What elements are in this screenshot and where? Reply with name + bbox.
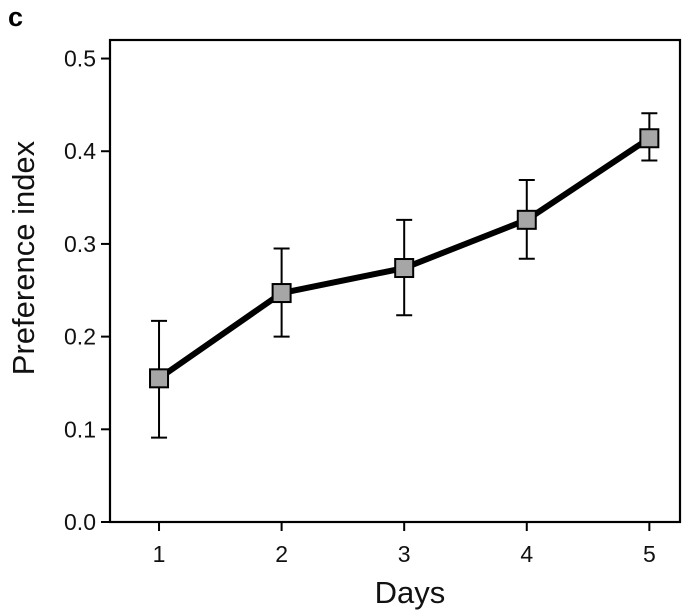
y-tick-label: 0.1: [64, 416, 96, 442]
panel-label: c: [8, 2, 23, 32]
y-tick-label: 0.4: [64, 138, 96, 164]
data-point-marker: [271, 283, 292, 304]
y-tick-label: 0.2: [64, 324, 96, 350]
data-point-marker: [639, 128, 660, 149]
plot-frame: [108, 38, 682, 524]
y-tick-label: 0.0: [64, 509, 96, 535]
x-tick-label: 5: [643, 541, 656, 567]
x-tick-label: 3: [398, 541, 411, 567]
x-tick-label: 4: [520, 541, 533, 567]
series-layer: [149, 112, 660, 439]
data-point-marker: [149, 368, 170, 389]
x-axis-title: Days: [375, 575, 446, 610]
x-axis: 1 2 3 4 5: [153, 522, 656, 567]
data-point-marker: [394, 258, 415, 279]
x-tick-label: 2: [275, 541, 288, 567]
y-axis: 0.0 0.1 0.2 0.3 0.4 0.5: [64, 46, 110, 535]
data-point-marker: [516, 209, 537, 230]
y-tick-label: 0.5: [64, 46, 96, 72]
y-tick-label: 0.3: [64, 231, 96, 257]
y-axis-title: Preference index: [6, 140, 41, 375]
x-tick-label: 1: [153, 541, 166, 567]
